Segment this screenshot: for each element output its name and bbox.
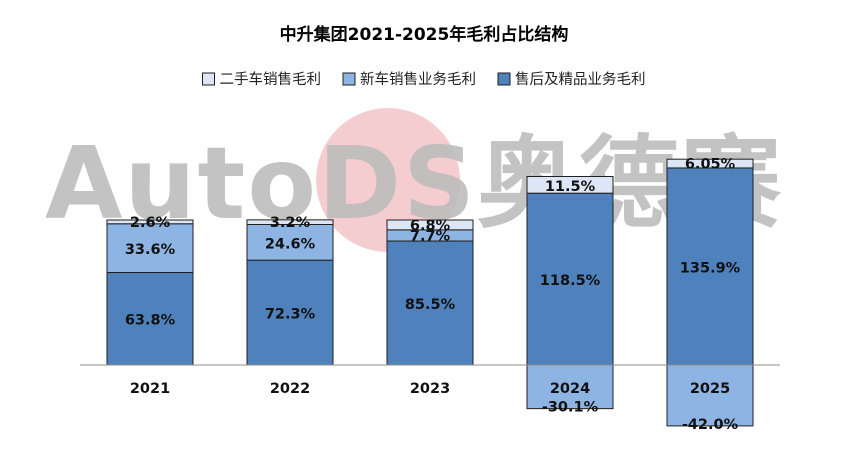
bar-segment (106, 219, 194, 225)
legend: 二手车销售毛利 新车销售业务毛利 售后及精品业务毛利 (202, 71, 646, 88)
legend-swatch (497, 72, 511, 86)
data-label: 118.5% (540, 273, 601, 289)
bar-segment (246, 219, 334, 225)
data-label: 6.05% (685, 157, 736, 173)
data-label: -42.0% (682, 417, 739, 433)
x-tick-label: 2022 (270, 381, 310, 397)
bar-segment (106, 223, 194, 273)
x-tick-label: 2025 (690, 381, 730, 397)
legend-swatch (202, 72, 215, 86)
data-label: 11.5% (545, 179, 596, 195)
legend-item: 新车销售业务毛利 (342, 71, 476, 88)
legend-item: 二手车销售毛利 (202, 71, 322, 88)
data-label: 33.6% (125, 242, 176, 258)
bar-segment (386, 219, 474, 231)
bar-segment (666, 158, 754, 169)
bar-segment (246, 223, 334, 261)
x-tick-label: 2023 (410, 381, 450, 397)
data-label: 7.7% (410, 228, 451, 244)
x-axis: 2021 2022 2023 2024 2025 (80, 364, 780, 397)
x-tick-label: 2021 (130, 381, 170, 397)
chart-title: 中升集团2021-2025年毛利占比结构 (280, 24, 569, 45)
bar-segment (526, 364, 614, 410)
bars-layer: 63.8% 33.6% 2.6% 72.3% 24.6% 3.2% 85.5% 7.7%6.8… (106, 157, 754, 433)
legend-label: 新车销售业务毛利 (360, 71, 476, 88)
bar-segment (526, 176, 614, 194)
legend-swatch (342, 72, 356, 86)
data-label: 3.2% (270, 215, 311, 231)
data-label: 6.8% (410, 218, 451, 234)
bar-segment (526, 192, 614, 366)
data-label: 85.5% (405, 297, 456, 313)
data-label: 63.8% (125, 313, 176, 329)
data-label: 135.9% (680, 260, 741, 276)
bar-segment (246, 259, 334, 366)
bar-segment (386, 240, 474, 366)
bar-segment (106, 271, 194, 366)
data-label: 72.3% (265, 307, 316, 323)
x-tick-label: 2024 (550, 381, 590, 397)
legend-label: 二手车销售毛利 (220, 71, 322, 88)
data-label: -30.1% (542, 400, 599, 416)
legend-item: 售后及精品业务毛利 (497, 71, 646, 88)
bar-segment (666, 167, 754, 366)
legend-label: 售后及精品业务毛利 (515, 71, 646, 88)
data-label: 24.6% (265, 236, 316, 252)
data-label: 2.6% (130, 215, 171, 231)
watermark-circle (316, 108, 460, 252)
